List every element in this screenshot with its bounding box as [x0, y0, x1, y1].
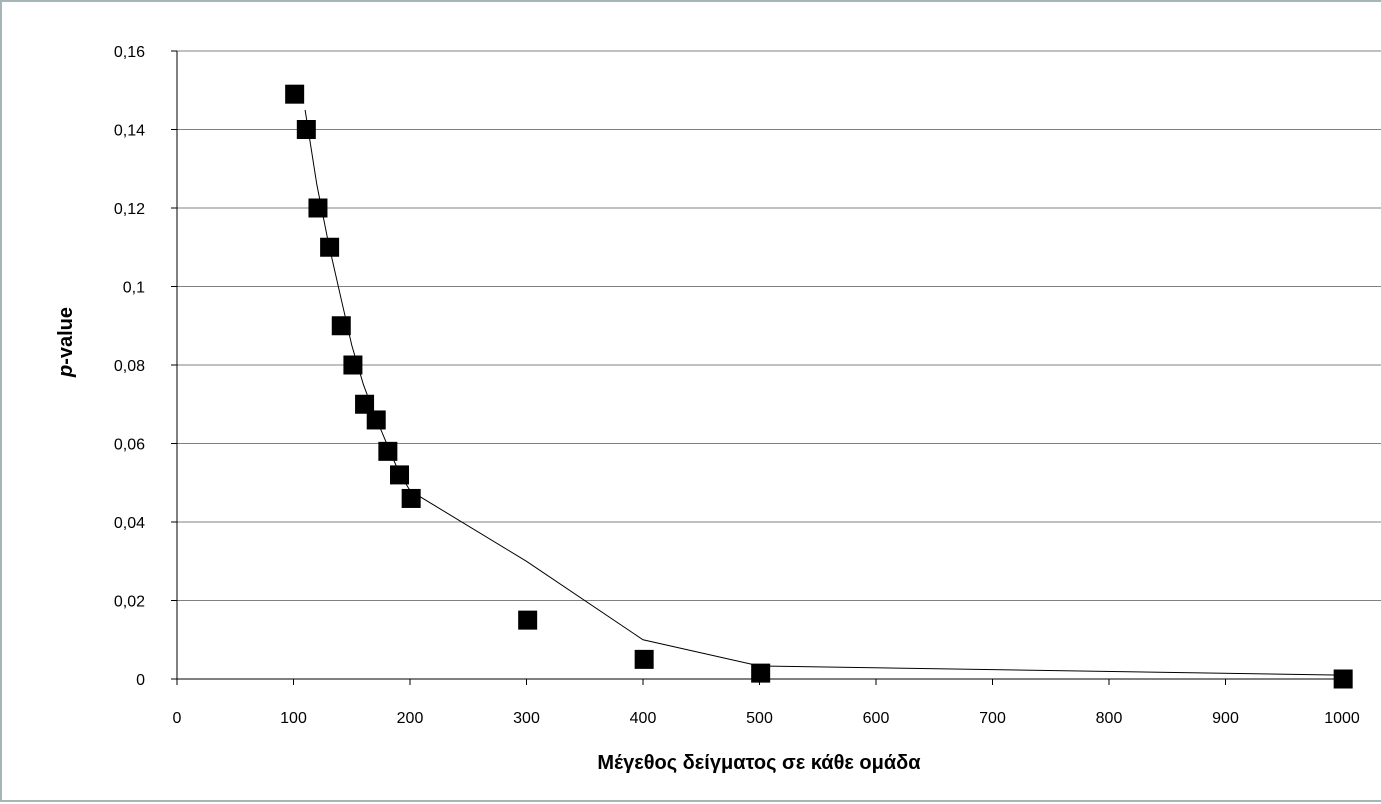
y-tick-label: 0,06: [114, 437, 145, 454]
data-point: [308, 198, 328, 218]
y-tick-label: 0,12: [114, 201, 145, 218]
data-point: [390, 465, 410, 485]
data-point: [355, 394, 375, 414]
x-tick-label: 800: [1096, 710, 1123, 727]
y-axis-title-italic: p: [55, 365, 77, 378]
gridlines: [177, 50, 1381, 601]
data-point: [320, 237, 340, 257]
data-point: [378, 441, 398, 461]
data-point: [366, 410, 386, 430]
x-tick-label: 300: [513, 710, 540, 727]
data-point: [634, 649, 654, 669]
y-tick-label: 0: [136, 672, 145, 689]
data-point: [331, 316, 351, 336]
y-axis-title-rest: -value: [55, 307, 77, 365]
y-axis-title: p-value: [55, 307, 77, 378]
y-tick-label: 0,08: [114, 358, 145, 375]
x-tick-label: 1000: [1324, 710, 1360, 727]
data-point: [401, 488, 421, 508]
x-ticks: 0 100 200 300 400 500 600 700 800 900 1000: [173, 679, 1360, 727]
y-ticks: 0 0,02 0,04 0,06 0,08 0,1 0,12 0,14 0,16: [114, 44, 177, 689]
y-tick-label: 0,04: [114, 515, 145, 532]
y-tick-label: 0,02: [114, 594, 145, 611]
markers: [285, 84, 1353, 689]
x-tick-label: 700: [979, 710, 1006, 727]
data-point: [343, 355, 363, 375]
y-tick-label: 0,1: [123, 280, 145, 297]
x-tick-label: 400: [630, 710, 657, 727]
x-tick-label: 0: [173, 710, 182, 727]
data-point: [751, 663, 771, 683]
data-point: [296, 120, 316, 139]
trend-line-layer: [304, 109, 1343, 676]
y-tick-label: 0,14: [114, 123, 145, 140]
x-tick-label: 600: [863, 710, 890, 727]
x-tick-label: 200: [397, 710, 424, 727]
data-point: [285, 84, 305, 104]
y-tick-label: 0,16: [114, 44, 145, 61]
x-tick-label: 500: [746, 710, 773, 727]
data-point: [1333, 669, 1353, 689]
x-tick-label: 900: [1212, 710, 1239, 727]
x-axis-title: Μέγεθος δείγματος σε κάθε ομάδα: [597, 752, 921, 774]
x-tick-label: 100: [280, 710, 307, 727]
trend-line: [304, 109, 1343, 676]
data-point: [518, 610, 538, 630]
